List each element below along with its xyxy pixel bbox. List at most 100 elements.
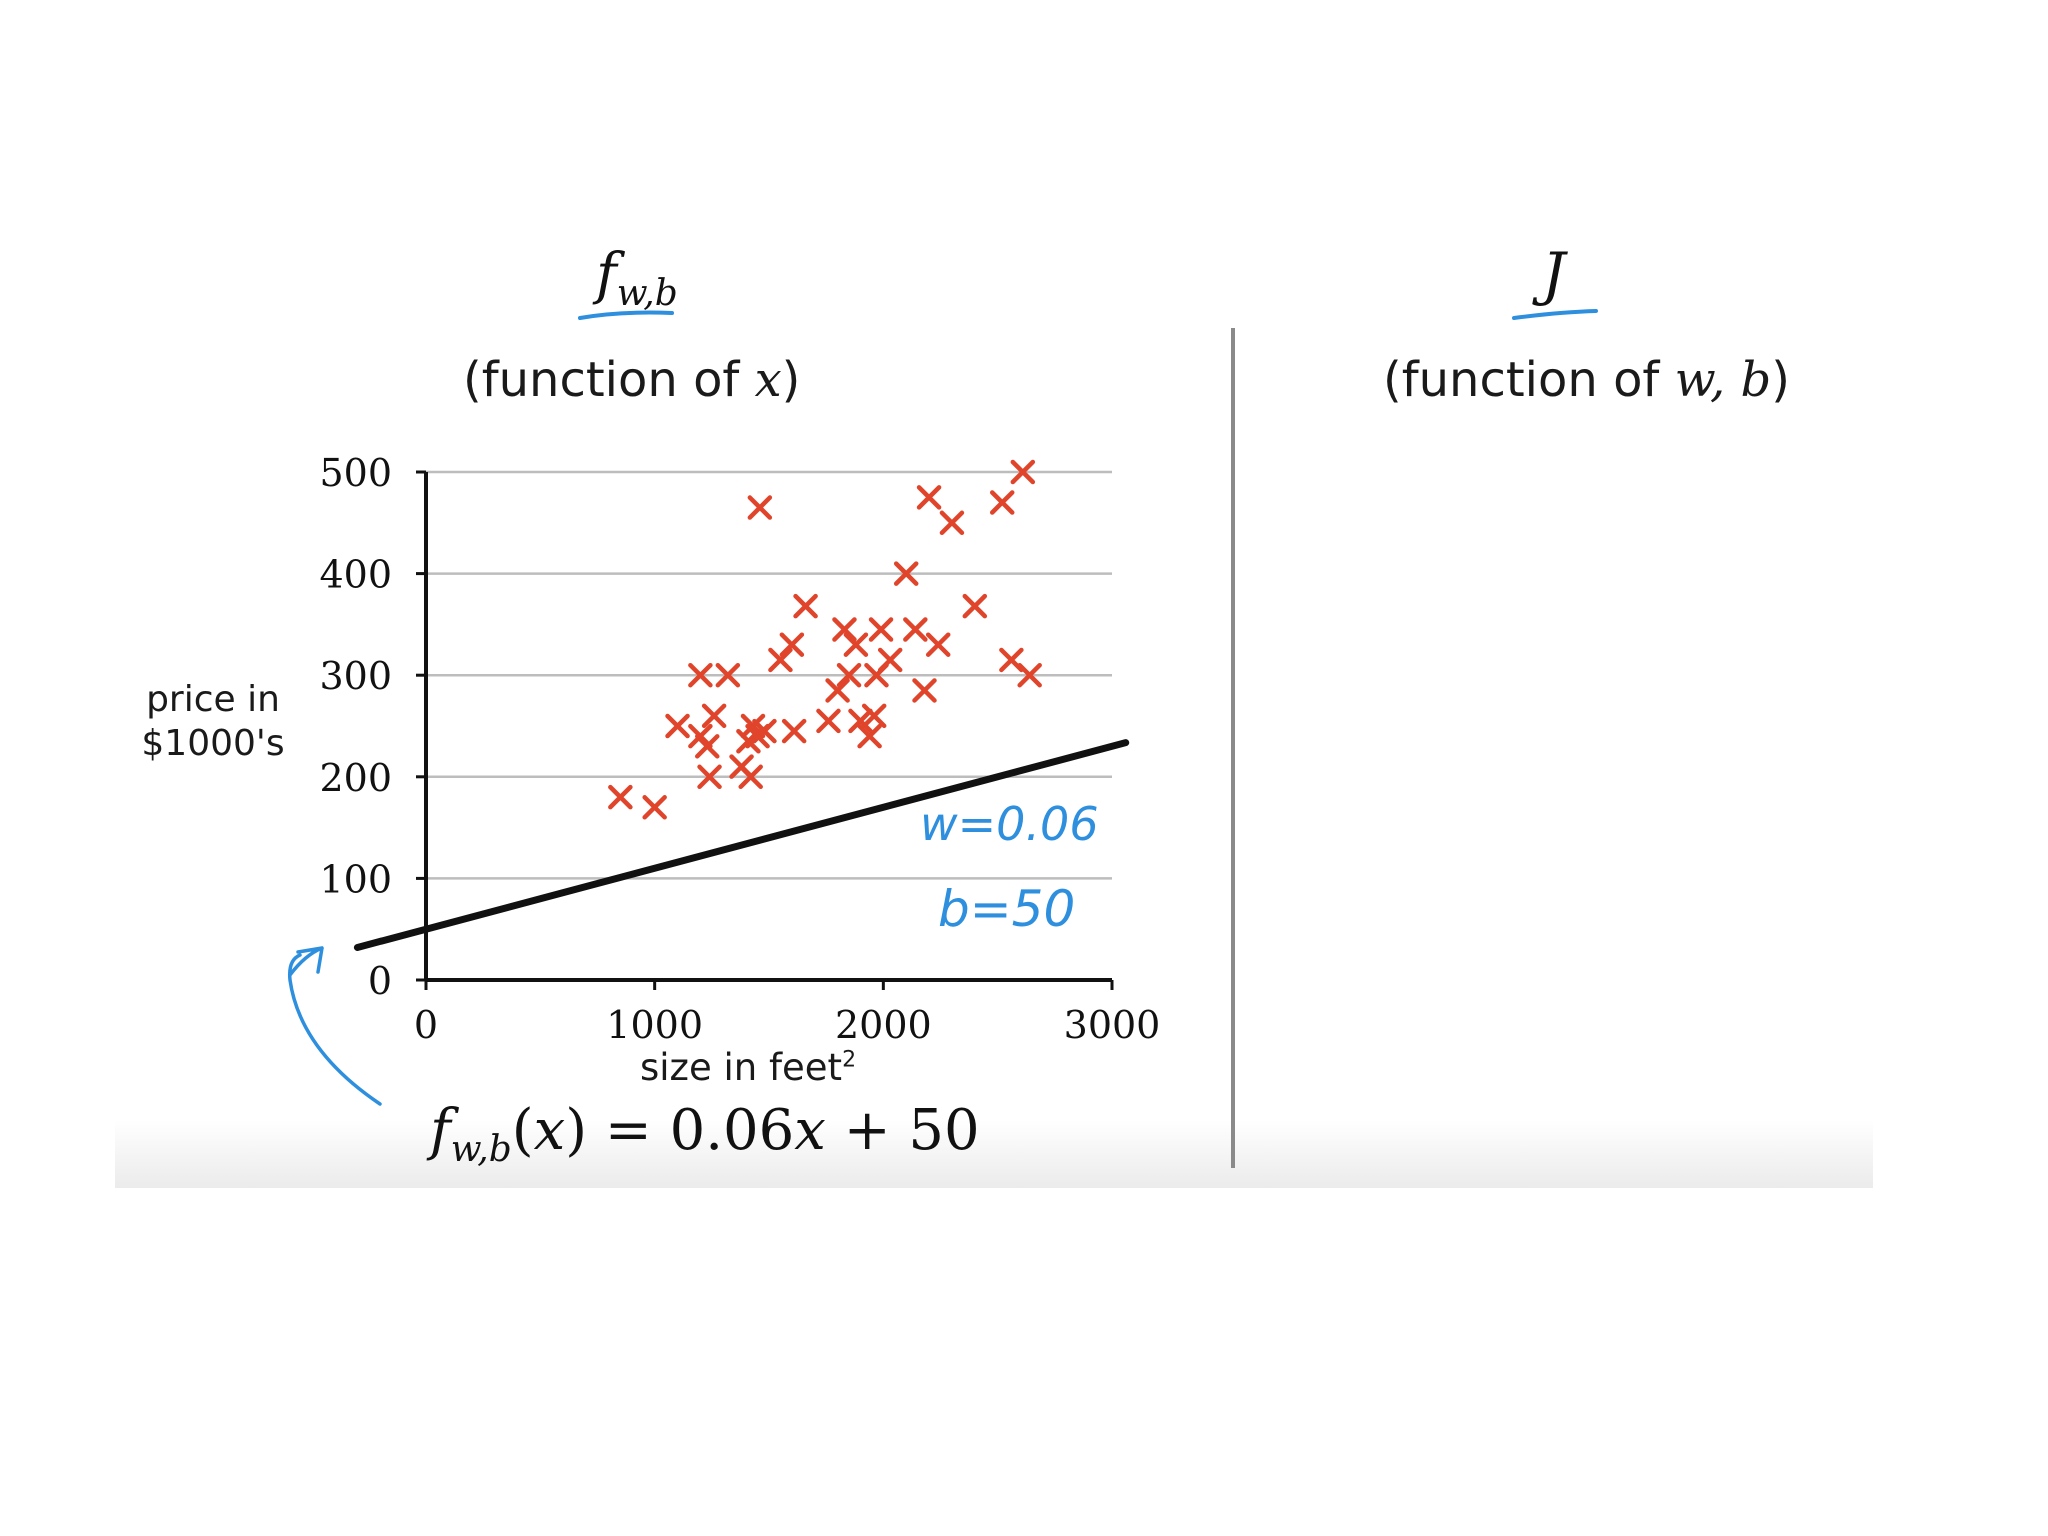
data-point-35 (925, 632, 951, 657)
data-point-14-stroke-b (747, 495, 773, 520)
y-axis-label: price in $1000's (128, 678, 298, 766)
data-point-32 (903, 617, 928, 642)
data-point-17 (779, 632, 805, 657)
data-point-39-stroke-b (999, 647, 1024, 673)
x-tick-label-2000: 2000 (835, 1003, 932, 1047)
data-point-8 (715, 662, 741, 688)
data-point-40-stroke-b (1010, 459, 1036, 485)
annotation-arrow-head (288, 946, 324, 977)
data-point-21 (825, 678, 850, 703)
data-point-40 (1010, 459, 1036, 485)
data-point-19 (793, 593, 818, 619)
data-point-27 (861, 703, 887, 729)
y-tick-label-200: 200 (319, 756, 392, 800)
data-point-0 (608, 784, 633, 810)
data-point-18-stroke-b (781, 718, 807, 744)
annotation-b: b=50 (938, 880, 1075, 938)
data-point-0-stroke-b (608, 784, 633, 810)
y-tick-label-100: 100 (319, 857, 392, 901)
data-point-29-stroke-b (868, 617, 894, 642)
panel-divider (1231, 328, 1235, 1168)
data-point-16-stroke-b (768, 647, 793, 673)
data-point-33 (912, 678, 937, 703)
data-point-5 (695, 734, 720, 759)
y-axis-label-line-1: price in (146, 679, 280, 720)
data-point-31-stroke-b (893, 561, 919, 586)
data-point-30-stroke-b (877, 647, 903, 673)
data-point-1-stroke-b (642, 795, 667, 820)
data-point-23 (836, 662, 862, 688)
data-point-35-stroke-b (925, 632, 951, 657)
data-point-14 (747, 495, 773, 520)
data-point-11-stroke-b (738, 764, 763, 790)
data-point-22 (832, 617, 857, 642)
left-subtitle: (function of x) (463, 352, 801, 408)
y-tick-label-500: 500 (319, 451, 392, 495)
data-point-26 (857, 723, 882, 749)
left-title-underline (578, 310, 674, 320)
data-point-20-stroke-b (816, 708, 841, 734)
data-point-2 (665, 713, 690, 739)
right-title: J (1542, 240, 1566, 308)
data-point-5-stroke-b (695, 734, 720, 759)
data-point-4 (688, 723, 713, 749)
annotation-arrow (287, 953, 382, 1106)
data-point-21-stroke-b (825, 678, 850, 703)
y-tick-label-0: 0 (368, 959, 392, 1003)
line-layer (353, 739, 1130, 951)
data-point-4-stroke-b (688, 723, 713, 749)
data-point-17-stroke-b (779, 632, 805, 657)
data-point-37-stroke-b (962, 593, 988, 619)
data-point-25 (848, 708, 873, 734)
data-point-32-stroke-b (903, 617, 928, 642)
y-axis-label-line-2: $1000's (141, 723, 285, 764)
data-point-15 (752, 718, 777, 744)
data-point-30 (877, 647, 903, 673)
data-point-36-stroke-b (939, 510, 965, 536)
data-point-7 (701, 703, 727, 729)
axes-layer (424, 472, 1112, 982)
x-tick-label-1000: 1000 (606, 1003, 703, 1047)
y-tick-label-300: 300 (319, 654, 392, 698)
data-point-31 (893, 561, 919, 586)
data-point-18 (781, 718, 807, 744)
data-point-3 (688, 662, 713, 688)
model-equation: fw,b(x) = 0.06x + 50 (430, 1098, 980, 1171)
right-title-underline (1512, 309, 1598, 320)
left-title: fw,b (596, 242, 678, 315)
data-point-25-stroke-b (848, 708, 873, 734)
data-point-38 (989, 490, 1015, 515)
data-point-11 (738, 764, 763, 790)
data-point-26-stroke-b (857, 723, 882, 749)
data-point-33-stroke-b (912, 678, 937, 703)
data-point-3-stroke-b (688, 662, 713, 688)
x-tick-label-3000: 3000 (1064, 1003, 1161, 1047)
data-point-41 (1017, 662, 1042, 688)
data-point-22-stroke-b (832, 617, 857, 642)
data-point-6 (697, 764, 722, 790)
data-point-6-stroke-b (697, 764, 722, 790)
right-subtitle: (function of w, b) (1383, 352, 1790, 408)
data-point-1 (642, 795, 667, 820)
data-point-29 (868, 617, 894, 642)
data-point-27-stroke-b (861, 703, 887, 729)
ticks-layer: 0 100 200 300 400 500 0 1000 2000 3000 (319, 451, 1160, 1047)
data-point-23-stroke-b (836, 662, 862, 688)
data-point-36 (939, 510, 965, 536)
data-point-12-stroke-b (740, 713, 766, 739)
data-point-2-stroke-b (665, 713, 690, 739)
data-point-24 (843, 632, 869, 657)
data-point-38-stroke-b (989, 490, 1015, 515)
data-point-19-stroke-b (793, 593, 818, 619)
regression-line (353, 739, 1130, 951)
y-tick-label-400: 400 (319, 553, 392, 597)
points-layer (608, 459, 1042, 820)
annotation-w: w=0.06 (920, 797, 1099, 851)
data-point-34-stroke-b (916, 485, 942, 510)
data-point-37 (962, 593, 988, 619)
data-point-8-stroke-b (715, 662, 741, 688)
data-point-41-stroke-b (1017, 662, 1042, 688)
data-point-20 (816, 708, 841, 734)
data-point-24-stroke-b (843, 632, 869, 657)
